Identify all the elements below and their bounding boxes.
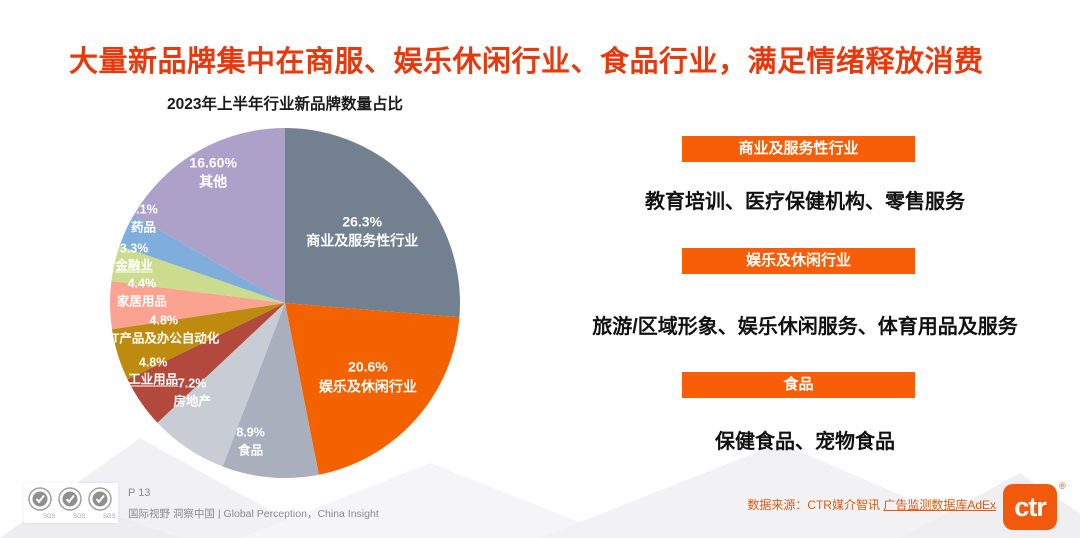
pie-label-2: 20.6% 娱乐及休闲行业 (318, 358, 417, 394)
sgs-badge-icon: SGS (28, 487, 55, 520)
pie-label-1: 26.3% 商业及服务性行业 (306, 213, 419, 249)
pie-label-5: 4.8% 工业用品 (128, 355, 179, 387)
pie-labels: 26.3% 商业及服务性行业 20.6% 娱乐及休闲行业 8.9% 食品 7.2% 房地产 4.… (108, 128, 460, 478)
desc-food: 保健食品、宠物食品 (715, 431, 895, 453)
banner-entertainment-leisure: 娱乐及休闲行业 (682, 248, 915, 274)
pie-label-3: 8.9% 食品 (236, 425, 265, 458)
pie-slice-7 (110, 281, 285, 330)
pie-slice-5 (127, 303, 285, 423)
pie-slice-2 (285, 303, 460, 475)
page-title: 大量新品牌集中在商服、娱乐休闲行业、食品行业，满足情绪释放消费 (69, 46, 984, 78)
banner-commercial-services: 商业及服务性行业 (682, 136, 915, 162)
ctr-logo: ctr (1003, 484, 1057, 530)
svg-text:SGS: SGS (103, 514, 115, 520)
footer-tagline: 国际视野 洞察中国 | Global Perception，China Insi… (128, 508, 379, 520)
data-source-prefix: 数据来源：CTR媒介智讯 (747, 498, 884, 512)
svg-text:SGS: SGS (73, 514, 85, 520)
pie-slice-1 (285, 128, 460, 318)
pie-slice-9 (119, 214, 285, 303)
pie-slice-3 (222, 303, 319, 478)
banner-food: 食品 (682, 372, 915, 398)
certification-badges: SGS SGS SGS (24, 483, 118, 523)
pie-label-10: 16.60% 其他 (189, 154, 237, 190)
data-source: 数据来源：CTR媒介智讯 广告监测数据库AdEx (747, 496, 996, 513)
pie-slice-8 (111, 245, 285, 303)
svg-text:SGS: SGS (43, 514, 55, 520)
pie-label-6: 4.8% IT产品及办公自动化 (108, 313, 220, 346)
pie-label-9: 3.1% 药品 (129, 202, 158, 235)
pie-label-4: 7.2% 房地产 (173, 376, 211, 409)
registered-mark: ® (1059, 481, 1066, 491)
chart-title: 2023年上半年行业新品牌数量占比 (167, 96, 403, 113)
pie-slice-10 (133, 128, 285, 303)
desc-entertainment-leisure: 旅游/区域形象、娱乐休闲服务、体育用品及服务 (592, 316, 1018, 338)
pie-label-8: 3.3% 金融业 (115, 241, 153, 273)
pie-chart: 26.3% 商业及服务性行业 20.6% 娱乐及休闲行业 8.9% 食品 7.2% 房地产 4.… (108, 128, 460, 478)
pie-svg (110, 128, 460, 478)
pie-label-7: 4.4% 家居用品 (116, 276, 167, 309)
page-number: P 13 (128, 487, 151, 499)
sgs-badge-icon: SGS (88, 487, 115, 520)
pie-slice-6 (111, 303, 286, 380)
pie-slice-4 (157, 303, 285, 467)
data-source-link[interactable]: 广告监测数据库AdEx (883, 498, 996, 512)
desc-commercial-services: 教育培训、医疗保健机构、零售服务 (645, 191, 965, 213)
sgs-badge-icon: SGS (58, 487, 85, 520)
